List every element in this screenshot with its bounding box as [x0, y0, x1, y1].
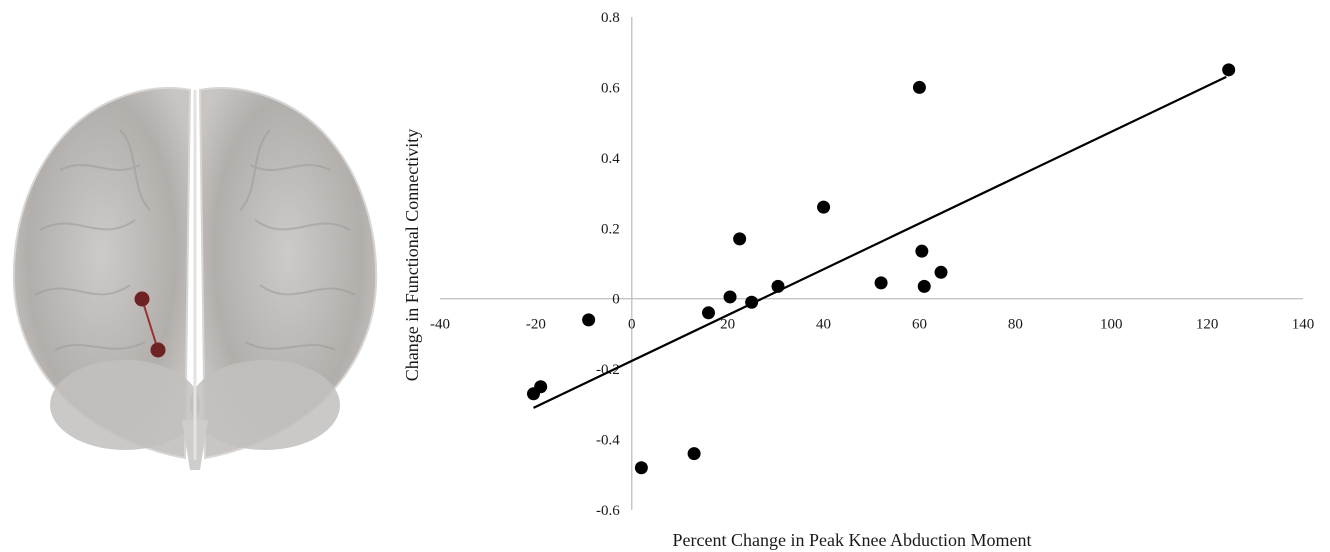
x-tick-label: 120 — [1196, 317, 1219, 333]
data-point — [723, 290, 737, 304]
x-tick-label: 40 — [816, 317, 831, 333]
x-axis-tick-labels: -40 -20 0 20 40 60 80 100 120 140 — [430, 317, 1314, 333]
axes — [440, 17, 1303, 510]
x-tick-label: -40 — [430, 317, 450, 333]
data-point — [1222, 63, 1236, 77]
trendline — [533, 75, 1227, 409]
data-point — [817, 200, 831, 214]
data-point — [687, 447, 701, 461]
x-tick-label: 80 — [1008, 317, 1023, 333]
trendline-group — [533, 75, 1227, 409]
data-point — [771, 279, 785, 293]
gyri-texture — [34, 129, 356, 351]
data-points — [526, 63, 1236, 475]
data-point — [634, 461, 648, 475]
x-tick-label: 140 — [1292, 317, 1315, 333]
y-axis-title: Change in Functional Connectivity — [402, 129, 422, 381]
data-point — [733, 232, 747, 246]
cerebellum-right — [190, 360, 340, 450]
data-point — [745, 295, 759, 309]
data-point — [534, 380, 548, 394]
y-tick-label: -0.6 — [596, 503, 620, 519]
y-tick-label: 0.8 — [601, 10, 620, 26]
data-point — [934, 265, 948, 279]
x-tick-label: 60 — [912, 317, 927, 333]
cerebellum-left — [50, 360, 200, 450]
data-point — [915, 244, 929, 258]
data-point — [874, 276, 888, 290]
connectivity-node-2 — [150, 342, 166, 358]
brain-illustration — [12, 87, 378, 470]
data-point — [912, 80, 926, 94]
connectivity-edge — [141, 298, 159, 351]
y-tick-label: 0.2 — [601, 221, 620, 237]
data-point — [917, 279, 931, 293]
x-tick-label: 100 — [1100, 317, 1123, 333]
x-tick-label: -20 — [526, 317, 546, 333]
y-tick-label: 0.4 — [601, 151, 620, 167]
x-tick-label: 20 — [720, 317, 735, 333]
x-tick-label: 0 — [628, 317, 636, 333]
y-axis-tick-labels: 0.80.60.40.20-0.2-0.4-0.6 — [596, 10, 620, 519]
x-axis-title: Percent Change in Peak Knee Abduction Mo… — [673, 530, 1032, 550]
data-point — [582, 313, 596, 327]
connectivity-node-1 — [134, 291, 150, 307]
y-tick-label: -0.4 — [596, 433, 620, 449]
y-tick-label: 0 — [612, 292, 620, 308]
data-point — [701, 306, 715, 320]
y-tick-label: 0.6 — [601, 80, 620, 96]
